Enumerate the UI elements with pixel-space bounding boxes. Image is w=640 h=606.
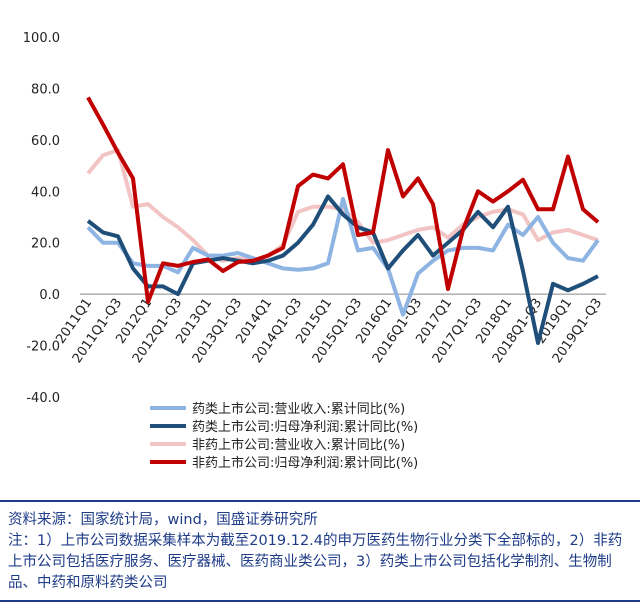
note: 注：1）上市公司数据采集样本为截至2019.12.4的申万医药生物行业分类下全部…: [8, 533, 623, 591]
y-tick-label: 80.0: [31, 82, 60, 97]
legend-label: 非药上市公司:营业收入:累计同比(%): [192, 437, 405, 453]
divider: [0, 500, 640, 502]
y-tick-label: -20.0: [26, 340, 60, 355]
legend-label: 药类上市公司:营业收入:累计同比(%): [192, 401, 405, 417]
y-tick-label: -40.0: [26, 391, 60, 406]
y-tick-label: 100.0: [23, 31, 60, 46]
divider: [0, 600, 640, 602]
chart: -40.0-20.00.020.040.060.080.0100.02011Q1…: [23, 31, 606, 471]
y-tick-label: 60.0: [31, 134, 60, 149]
y-tick-label: 0.0: [39, 288, 60, 303]
legend-label: 非药上市公司:归母净利润:累计同比(%): [192, 455, 418, 471]
y-tick-label: 40.0: [31, 185, 60, 200]
series-line: [86, 194, 599, 345]
legend-label: 药类上市公司:归母净利润:累计同比(%): [192, 419, 418, 435]
series-line: [86, 96, 600, 304]
series-line: [86, 148, 599, 263]
y-tick-label: 20.0: [31, 237, 60, 252]
source: 资料来源：国家统计局，wind，国盛证券研究所: [8, 512, 318, 528]
